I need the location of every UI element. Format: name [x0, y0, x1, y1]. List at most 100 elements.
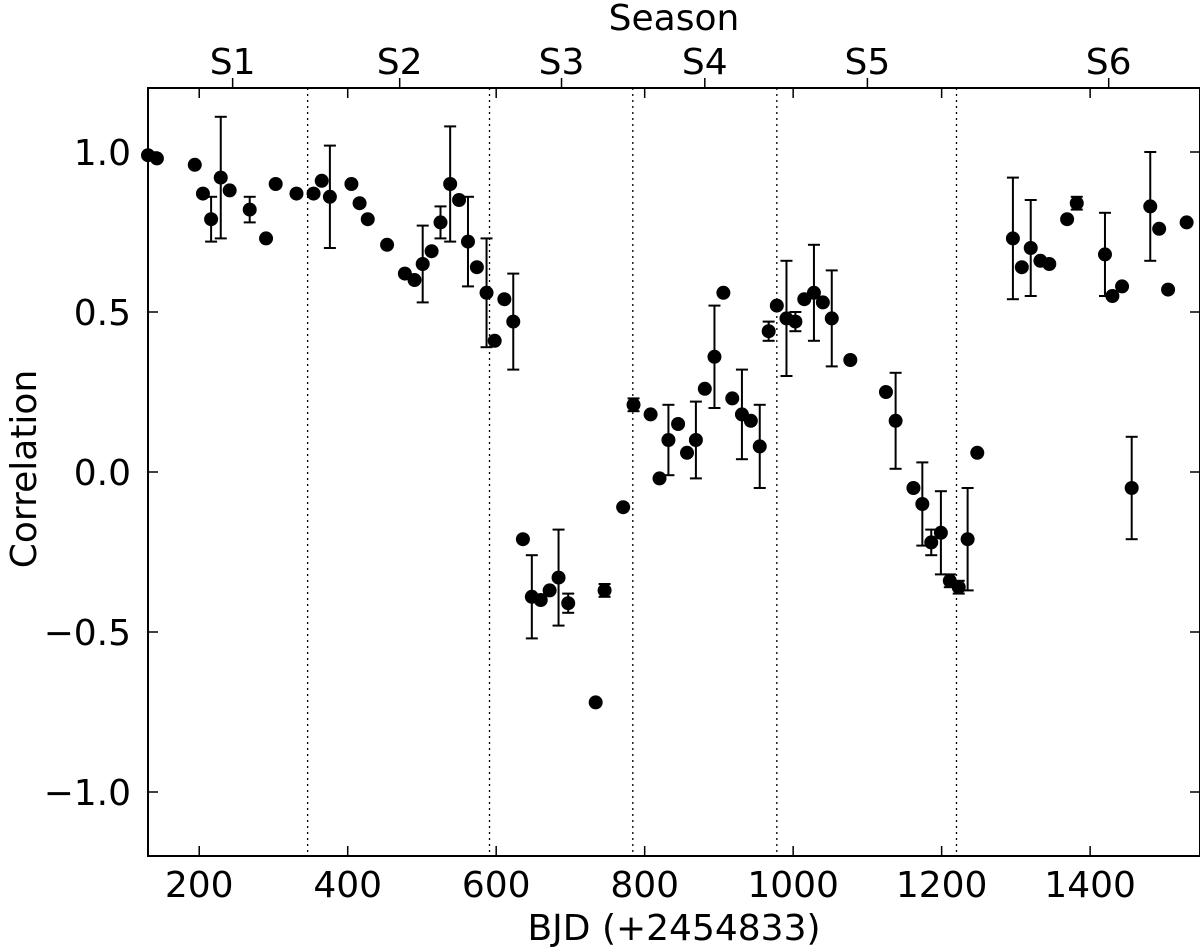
data-point	[487, 333, 502, 348]
data-point	[195, 186, 210, 201]
data-point	[433, 215, 448, 230]
data-point	[743, 413, 758, 428]
y-tick-label: −1.0	[44, 773, 131, 814]
data-point	[924, 535, 939, 550]
data-point	[213, 170, 228, 185]
data-point	[460, 234, 475, 249]
data-point	[588, 695, 603, 710]
data-point	[1105, 289, 1120, 303]
data-points	[141, 148, 1194, 710]
data-point	[769, 298, 784, 313]
x-tick-label: 1200	[896, 865, 988, 906]
data-point	[533, 593, 548, 607]
data-point	[452, 193, 467, 207]
x-axis-ticks: 200 400 600 800 1000 1200 1400	[165, 88, 1136, 906]
error-bars	[205, 115, 1157, 640]
data-point	[242, 202, 257, 217]
data-point	[551, 570, 566, 585]
x-tick-label: 1400	[1044, 865, 1136, 906]
data-point	[752, 439, 767, 454]
data-point	[479, 285, 494, 300]
data-point	[1124, 481, 1139, 495]
data-point	[506, 314, 521, 329]
data-point	[915, 497, 930, 511]
season-label: S6	[1086, 42, 1132, 83]
top-axis-title: Season	[609, 0, 740, 39]
data-point	[222, 183, 237, 198]
data-point	[1069, 196, 1084, 211]
data-point	[643, 407, 658, 422]
data-point	[671, 417, 686, 431]
data-point	[424, 244, 439, 259]
data-point	[679, 445, 694, 460]
data-point	[1060, 212, 1075, 227]
data-point	[951, 580, 966, 595]
data-point	[542, 583, 557, 598]
data-point	[725, 391, 740, 406]
data-point	[352, 196, 367, 211]
data-point	[1161, 282, 1176, 297]
data-point	[970, 445, 985, 460]
data-point	[443, 177, 458, 191]
y-axis-ticks: 1.0 0.5 0.0 −0.5 −1.0	[44, 133, 1200, 814]
season-label: S5	[845, 42, 891, 83]
y-tick-label: 1.0	[74, 133, 131, 174]
data-point	[843, 353, 858, 367]
data-point	[469, 260, 484, 275]
data-point	[1005, 231, 1020, 246]
data-point	[306, 186, 321, 201]
data-point	[187, 157, 202, 172]
data-point	[697, 381, 712, 396]
data-point	[716, 285, 731, 300]
data-point	[652, 471, 667, 486]
data-point	[661, 433, 676, 447]
data-point	[626, 397, 641, 412]
data-point	[268, 177, 283, 191]
data-point	[960, 532, 975, 547]
x-tick-label: 800	[610, 865, 679, 906]
data-point	[1014, 260, 1029, 275]
data-point	[878, 385, 893, 399]
x-tick-label: 600	[462, 865, 531, 906]
data-point	[933, 525, 948, 540]
season-boundaries	[306, 88, 958, 856]
plot-frame	[147, 87, 1200, 857]
data-point	[561, 596, 576, 611]
data-point	[314, 173, 329, 188]
y-axis-title: Correlation	[4, 370, 45, 569]
x-tick-label: 1000	[747, 865, 839, 906]
data-point	[1023, 241, 1038, 255]
data-point	[906, 481, 921, 495]
y-tick-label: −0.5	[44, 613, 131, 654]
data-point	[1115, 279, 1130, 294]
data-point	[322, 189, 337, 204]
season-label: S2	[377, 42, 423, 83]
season-label: S1	[210, 42, 256, 83]
data-point	[688, 433, 703, 447]
data-point	[1143, 199, 1158, 214]
data-point	[344, 177, 359, 191]
data-point	[707, 349, 722, 364]
data-point	[761, 324, 776, 339]
data-point	[1097, 247, 1112, 262]
data-point	[888, 413, 903, 428]
data-point	[815, 295, 830, 310]
data-point	[415, 257, 430, 271]
data-point	[788, 314, 803, 329]
data-point	[806, 285, 821, 300]
data-point	[1152, 221, 1167, 236]
season-label: S4	[682, 42, 728, 83]
data-point	[597, 583, 612, 598]
data-point	[515, 532, 530, 547]
y-tick-label: 0.5	[74, 293, 131, 334]
data-point	[360, 212, 375, 227]
x-tick-label: 400	[313, 865, 382, 906]
data-point	[616, 500, 631, 515]
y-tick-label: 0.0	[74, 453, 131, 494]
data-point	[407, 273, 422, 287]
season-labels: S1 S2 S3 S4 S5 S6	[210, 42, 1132, 83]
x-axis-title: BJD (+2454833)	[527, 908, 820, 949]
season-label: S3	[539, 42, 585, 83]
data-point	[149, 151, 164, 166]
